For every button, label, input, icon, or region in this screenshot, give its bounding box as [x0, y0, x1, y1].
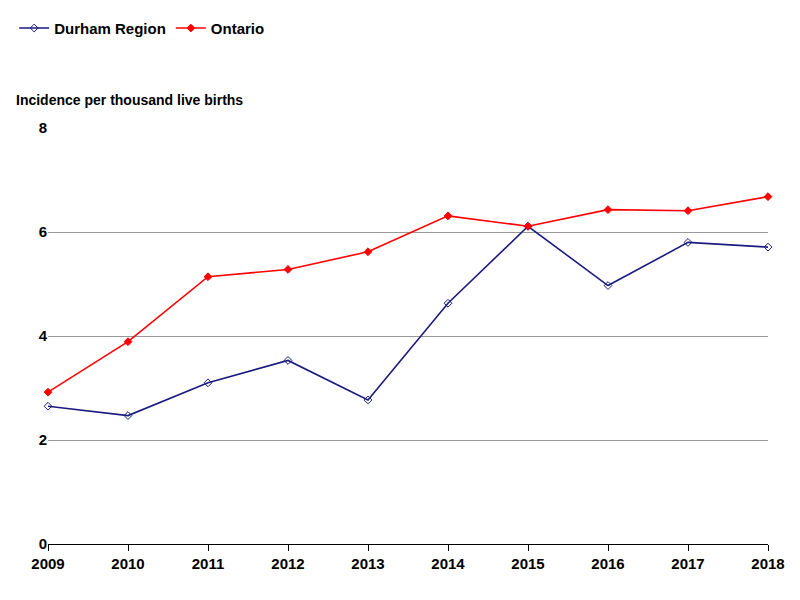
svg-text:8: 8	[39, 119, 47, 136]
svg-text:2014: 2014	[431, 555, 465, 572]
svg-text:2013: 2013	[351, 555, 384, 572]
svg-text:2012: 2012	[271, 555, 304, 572]
svg-text:2: 2	[39, 431, 47, 448]
svg-text:2009: 2009	[31, 555, 64, 572]
svg-text:2011: 2011	[192, 555, 225, 572]
svg-text:2015: 2015	[511, 555, 544, 572]
svg-text:0: 0	[39, 535, 47, 552]
svg-text:6: 6	[39, 223, 47, 240]
svg-text:2016: 2016	[591, 555, 624, 572]
svg-text:Durham Region: Durham Region	[54, 20, 166, 37]
svg-text:4: 4	[39, 327, 48, 344]
svg-text:2010: 2010	[111, 555, 144, 572]
svg-text:2017: 2017	[671, 555, 704, 572]
svg-text:2018: 2018	[751, 555, 784, 572]
svg-text:Incidence per thousand live bi: Incidence per thousand live births	[16, 92, 243, 108]
svg-text:Ontario: Ontario	[211, 20, 264, 37]
